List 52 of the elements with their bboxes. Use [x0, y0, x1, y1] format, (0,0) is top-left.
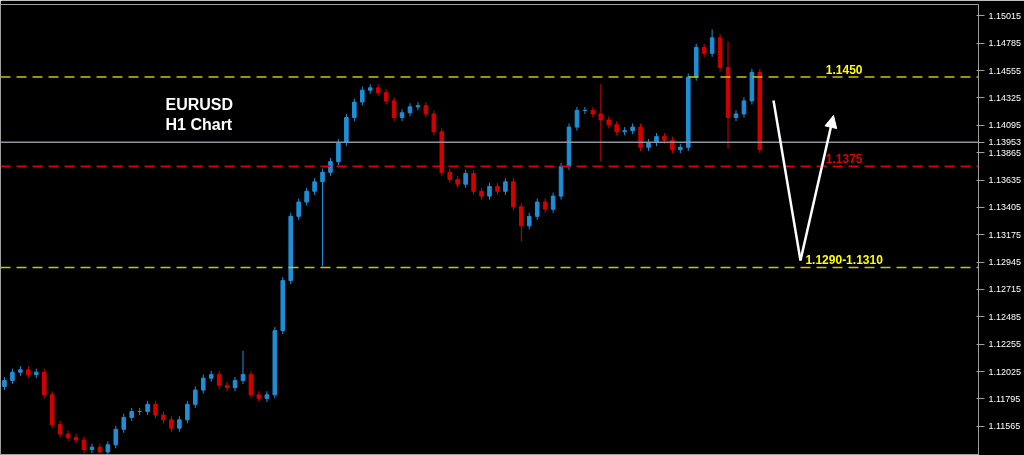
y-tick-label: 1.11565: [988, 421, 1021, 432]
candlestick: [519, 202, 524, 242]
y-tick-label: 1.13405: [988, 202, 1022, 213]
candlestick: [598, 83, 604, 163]
candlestick: [399, 108, 405, 122]
y-tick-label: 1.12715: [988, 284, 1022, 295]
candlestick: [41, 368, 47, 399]
candlestick: [709, 28, 715, 58]
candlestick: [391, 96, 397, 122]
y-tick-label: 1.13635: [988, 175, 1022, 186]
candlestick: [113, 425, 119, 449]
candlestick: [65, 430, 71, 442]
candlestick: [200, 374, 206, 395]
candlestick: [336, 138, 341, 166]
y-tick-label: 1.15015: [988, 10, 1022, 21]
candlestick: [733, 109, 739, 122]
candlestick: [320, 168, 325, 267]
y-tick-label: 1.14095: [988, 120, 1022, 131]
candlestick: [574, 106, 580, 132]
y-tick-label: 1.11795: [988, 393, 1021, 404]
y-tick-label: 1.12485: [988, 311, 1022, 322]
candlestick: [352, 98, 357, 122]
candlestick: [256, 390, 262, 403]
y-tick-label: 1.13865: [988, 147, 1022, 158]
candlestick: [590, 106, 596, 119]
y-tick-label: 1.12025: [988, 366, 1022, 377]
candlestick: [431, 109, 437, 136]
candlestick: [185, 400, 190, 424]
candlestick: [741, 96, 747, 119]
candlestick: [73, 433, 79, 445]
candlestick: [264, 390, 270, 403]
candlestick: [471, 169, 476, 196]
annotation: EURUSD H1 Chart: [165, 95, 234, 133]
candlestick: [121, 413, 127, 434]
candlestick: [224, 381, 230, 392]
candlestick: [534, 197, 540, 221]
candlestick: [550, 192, 556, 214]
y-tick-label: 1.13175: [988, 229, 1022, 240]
y-tick-label: 1.12255: [988, 339, 1022, 350]
ref-line-label: 1.1450: [825, 63, 863, 78]
candlestick: [359, 86, 365, 107]
y-tick-label: 1.14785: [988, 38, 1022, 49]
candlestick: [296, 197, 301, 221]
candlestick: [407, 102, 413, 117]
ref-line-label: 1.1375: [825, 152, 863, 167]
y-tick-label: 1.14555: [988, 65, 1022, 76]
candlestick: [240, 350, 246, 385]
y-tick-label: 1.13953: [988, 137, 1022, 148]
y-tick-label: 1.14325: [988, 92, 1022, 103]
candlestick: [193, 385, 198, 409]
y-tick-label: 1.12945: [988, 257, 1022, 268]
ref-line-label: 1.1290-1.1310: [805, 253, 884, 268]
